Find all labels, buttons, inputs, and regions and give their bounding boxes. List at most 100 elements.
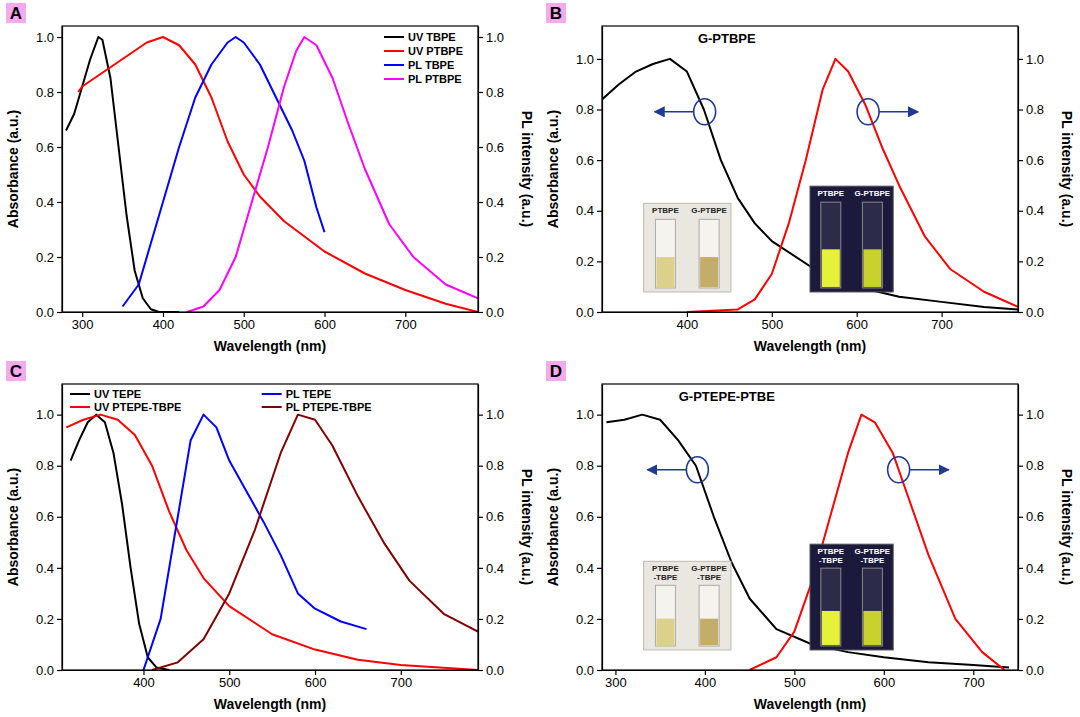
tick: 0.8: [576, 102, 602, 117]
tick-mark: [1018, 261, 1023, 262]
legend-entry: UV TBPE: [384, 31, 456, 43]
tick-label: 0.6: [1026, 509, 1044, 524]
tick-mark: [57, 415, 62, 416]
tick: 1.0: [478, 30, 504, 45]
lines: [602, 59, 1018, 312]
figure-svg: 300 400 500 600 700 0.0 0.2 0.4 0.6 0.8 1.0 0.0 0.2 0…: [0, 0, 1080, 717]
tick-label: 0.8: [576, 458, 594, 473]
tick: 600: [846, 312, 868, 332]
y-axis: 0.00.20.40.60.81.0: [576, 385, 603, 678]
lines: [66, 37, 478, 312]
axis-line: [63, 670, 479, 671]
figure: 300 400 500 600 700 0.0 0.2 0.4 0.6 0.8 1.0 0.0 0.2 0…: [0, 0, 1080, 717]
panel-label: B: [550, 4, 562, 23]
tick-label: 300: [605, 675, 627, 690]
panel-title: G-PTBPE: [698, 31, 756, 46]
tick-label: 500: [219, 675, 241, 690]
tick-mark: [597, 517, 602, 518]
vial: [655, 585, 675, 646]
axis-line: [602, 27, 603, 313]
tick-label: 0.6: [576, 509, 594, 524]
inset-label: PTBPE: [652, 206, 679, 215]
panel-label-box: [546, 361, 566, 381]
tick: 0.0: [36, 305, 62, 320]
legend-swatch: [384, 64, 404, 66]
tick: 0.2: [478, 250, 504, 265]
axis-line: [603, 312, 1019, 313]
tick-mark: [1018, 568, 1023, 569]
legend-entry: PL TEPE: [262, 388, 332, 400]
axis-line: [602, 385, 603, 671]
vial: [699, 585, 719, 646]
tick: 0.2: [36, 250, 62, 265]
inset-background: [810, 544, 893, 650]
tick-label: 400: [677, 317, 699, 332]
tick-label: 0.2: [486, 612, 504, 627]
tick: 0.6: [36, 140, 62, 155]
tick: 0.8: [576, 458, 602, 473]
vial: [862, 202, 882, 288]
tick-mark: [1018, 211, 1023, 212]
legend-label: UV PTBPE: [408, 45, 463, 57]
tick: 0.0: [478, 305, 504, 320]
tick: 0.4: [36, 561, 62, 576]
series-line: [606, 415, 1009, 668]
tick: 0.4: [478, 561, 504, 576]
panel: 4005006007000.00.20.40.60.81.00.00.20.40…: [5, 361, 535, 712]
tick: 0.8: [478, 85, 504, 100]
tick: 400: [677, 312, 699, 332]
tick-label: 600: [846, 317, 868, 332]
tick: 1.0: [576, 52, 602, 67]
legend-label: PL TEPE: [286, 388, 332, 400]
tick: 400: [133, 670, 155, 690]
x-axis-title: Wavelength (nm): [214, 338, 326, 354]
tick-label: 0.0: [576, 663, 594, 678]
y-axis-title: Absorbance (a.u.): [5, 468, 21, 586]
panel: 3004005006007000.00.20.40.60.81.00.00.20…: [545, 361, 1075, 712]
tick: 0.2: [1018, 612, 1044, 627]
axis-arrows: [655, 99, 918, 125]
tick-label: 0.2: [1026, 254, 1044, 269]
tick-label: 400: [133, 675, 155, 690]
tick: 0.6: [1018, 509, 1044, 524]
series-line: [152, 415, 478, 670]
tick-mark: [57, 466, 62, 467]
tick-label: 600: [314, 317, 336, 332]
tick-label: 0.4: [486, 195, 504, 210]
tick-label: 0.2: [576, 612, 594, 627]
arrow-circle: [857, 99, 879, 125]
legend-swatch: [384, 50, 404, 52]
tick-mark: [1018, 312, 1023, 313]
series-line: [750, 415, 1005, 670]
tick-mark: [597, 109, 602, 110]
tick: 1.0: [36, 30, 62, 45]
tick-mark: [597, 312, 602, 313]
inset-label: G-PTBPE-TBPE: [855, 547, 891, 565]
panel-label: D: [550, 362, 562, 381]
tick: 500: [233, 312, 255, 332]
tick: 500: [761, 312, 783, 332]
tick: 0.6: [576, 509, 602, 524]
tick-label: 1.0: [486, 30, 504, 45]
series-line: [66, 37, 179, 312]
plot-area: 3004005006007000.00.20.40.60.81.00.00.20…: [5, 26, 535, 354]
legend-label: PL TBPE: [408, 59, 454, 71]
tick: 0.4: [1018, 203, 1044, 218]
y2-axis-title: PL intensity (a.u.): [519, 469, 535, 585]
tick-mark: [1018, 415, 1023, 416]
tick: 0.2: [576, 254, 602, 269]
series-line: [71, 415, 170, 670]
tick-label: 700: [395, 317, 417, 332]
tick-label: 1.0: [576, 52, 594, 67]
tick-label: 1.0: [1026, 52, 1044, 67]
inset-label: PTBPE-TBPE: [817, 547, 844, 565]
tick-label: 0.2: [486, 250, 504, 265]
tick-mark: [1018, 619, 1023, 620]
inset-background: [644, 561, 731, 650]
tick-mark: [478, 517, 483, 518]
legend-entry: UV TEPE: [70, 388, 141, 400]
tick-label: 0.8: [486, 85, 504, 100]
y-axis: 0.00.20.40.60.81.0: [576, 27, 603, 320]
tick-label: 0.2: [1026, 612, 1044, 627]
tick: 500: [784, 670, 806, 690]
